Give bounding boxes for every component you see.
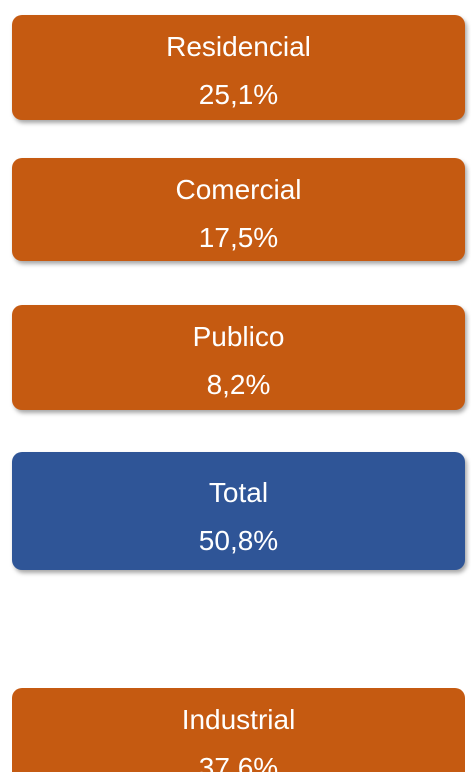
box-label: Industrial xyxy=(181,704,296,735)
box-label: Total xyxy=(208,477,269,508)
category-box: Total 50,8% xyxy=(12,452,465,570)
box-value: 17,5% xyxy=(198,222,279,253)
box-value: 37,6% xyxy=(198,752,279,772)
category-box: Publico 8,2% xyxy=(12,305,465,410)
box-value: 25,1% xyxy=(198,79,279,110)
box-label: Comercial xyxy=(175,174,302,205)
category-box: Residencial 25,1% xyxy=(12,15,465,120)
box-value: 8,2% xyxy=(206,369,271,400)
category-box: Industrial 37,6% xyxy=(12,688,465,772)
category-box: Comercial 17,5% xyxy=(12,158,465,261)
box-label: Residencial xyxy=(166,31,311,62)
box-label: Publico xyxy=(192,321,285,352)
box-value: 50,8% xyxy=(198,525,279,556)
